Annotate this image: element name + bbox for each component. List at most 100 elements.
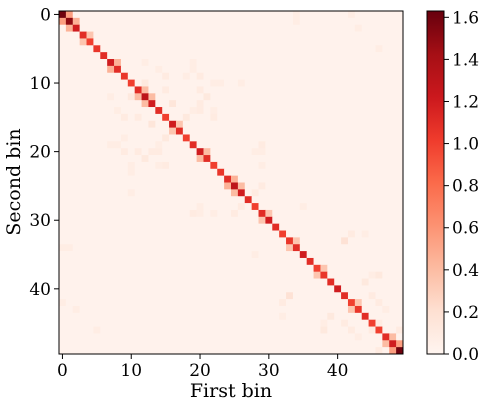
heatmap-cell bbox=[203, 65, 211, 74]
heatmap-cell bbox=[389, 161, 397, 170]
heatmap-cell bbox=[224, 127, 232, 135]
heatmap-cell bbox=[313, 79, 321, 87]
heatmap-cell bbox=[389, 11, 397, 19]
heatmap-cell bbox=[231, 257, 239, 266]
heatmap-cell bbox=[196, 257, 204, 266]
heatmap-cell bbox=[148, 161, 156, 170]
heatmap-cell bbox=[361, 244, 369, 252]
heatmap-cell bbox=[175, 340, 184, 348]
heatmap-cell bbox=[347, 203, 356, 211]
heatmap-cell bbox=[148, 305, 156, 314]
heatmap-cell bbox=[155, 230, 163, 238]
heatmap-cell bbox=[114, 107, 122, 115]
heatmap-cell bbox=[320, 189, 328, 197]
heatmap-cell bbox=[347, 11, 356, 19]
heatmap-cell bbox=[368, 189, 376, 197]
heatmap-cell bbox=[79, 79, 87, 87]
heatmap-cell bbox=[210, 127, 218, 135]
heatmap-cell bbox=[224, 257, 232, 266]
heatmap-cell bbox=[175, 120, 184, 128]
heatmap-cell bbox=[175, 264, 184, 272]
heatmap-cell bbox=[141, 52, 149, 60]
heatmap-cell bbox=[272, 127, 280, 135]
heatmap-cell bbox=[134, 65, 142, 74]
heatmap-cell bbox=[79, 333, 87, 341]
heatmap-cell bbox=[189, 299, 197, 307]
heatmap-cell bbox=[127, 182, 135, 190]
heatmap-cell bbox=[189, 189, 197, 197]
heatmap-cell bbox=[272, 203, 280, 211]
heatmap-cell bbox=[65, 155, 74, 163]
heatmap-cell bbox=[203, 230, 211, 238]
heatmap-cell bbox=[361, 93, 369, 101]
heatmap-cell bbox=[341, 59, 349, 67]
heatmap-cell bbox=[141, 251, 149, 259]
heatmap-cell bbox=[210, 223, 218, 231]
heatmap-cell bbox=[134, 292, 142, 300]
heatmap-cell bbox=[148, 52, 156, 60]
heatmap-cell bbox=[313, 38, 321, 46]
heatmap-cell bbox=[203, 305, 211, 314]
heatmap-cell bbox=[169, 100, 177, 108]
heatmap-cell bbox=[148, 244, 156, 252]
colorbar-tick-label: 0.2 bbox=[452, 303, 479, 323]
heatmap-cell bbox=[196, 59, 204, 67]
heatmap-cell bbox=[203, 264, 211, 272]
heatmap-cell bbox=[107, 161, 115, 170]
heatmap-cell bbox=[155, 209, 163, 218]
heatmap-cell bbox=[120, 305, 129, 314]
heatmap-cell bbox=[217, 168, 225, 176]
heatmap-cell bbox=[272, 24, 280, 32]
heatmap-cell bbox=[306, 237, 314, 245]
heatmap-cell bbox=[148, 319, 156, 327]
heatmap-cell bbox=[93, 278, 101, 286]
heatmap-cell bbox=[251, 52, 259, 60]
heatmap-cell bbox=[313, 292, 321, 300]
heatmap-cell bbox=[196, 182, 204, 190]
heatmap-cell bbox=[299, 209, 307, 218]
heatmap-cell bbox=[86, 155, 94, 163]
heatmap-cell bbox=[327, 59, 335, 67]
heatmap-cell bbox=[93, 209, 101, 218]
heatmap-cell bbox=[237, 17, 246, 26]
heatmap-cell bbox=[120, 216, 129, 224]
heatmap-cell bbox=[175, 31, 184, 39]
heatmap-cell bbox=[141, 168, 149, 176]
heatmap-cell bbox=[237, 203, 246, 211]
heatmap-cell bbox=[334, 65, 342, 74]
heatmap-cell bbox=[182, 251, 191, 259]
heatmap-cell bbox=[299, 264, 307, 272]
heatmap-cell bbox=[396, 141, 404, 149]
heatmap-cell bbox=[79, 175, 87, 183]
heatmap-cell bbox=[258, 340, 266, 348]
heatmap-cell bbox=[79, 148, 87, 156]
heatmap-cell bbox=[306, 278, 314, 286]
heatmap-cell bbox=[79, 223, 87, 231]
heatmap-cell bbox=[244, 100, 252, 108]
heatmap-cell bbox=[210, 257, 218, 266]
heatmap-cell bbox=[327, 251, 335, 259]
heatmap-cell bbox=[175, 52, 184, 60]
heatmap-cell bbox=[79, 209, 87, 218]
heatmap-cell bbox=[334, 340, 342, 348]
heatmap-cell bbox=[224, 237, 232, 245]
heatmap-cell bbox=[203, 134, 211, 142]
heatmap-cell bbox=[382, 113, 390, 122]
heatmap-cell bbox=[210, 161, 218, 170]
heatmap-cell bbox=[279, 223, 287, 231]
heatmap-cell bbox=[189, 209, 197, 218]
heatmap-cell bbox=[114, 326, 122, 334]
heatmap-cell bbox=[65, 333, 74, 341]
heatmap-cell bbox=[196, 216, 204, 224]
heatmap-cell bbox=[155, 196, 163, 204]
heatmap-cell bbox=[389, 107, 397, 115]
heatmap-cell bbox=[196, 72, 204, 80]
heatmap-cell bbox=[169, 223, 177, 231]
heatmap-cell bbox=[279, 161, 287, 170]
heatmap-cell bbox=[396, 182, 404, 190]
heatmap-cell bbox=[189, 113, 197, 122]
heatmap-cell bbox=[396, 257, 404, 266]
heatmap-cell bbox=[100, 17, 108, 26]
heatmap-cell bbox=[182, 161, 191, 170]
heatmap-cell bbox=[368, 237, 376, 245]
